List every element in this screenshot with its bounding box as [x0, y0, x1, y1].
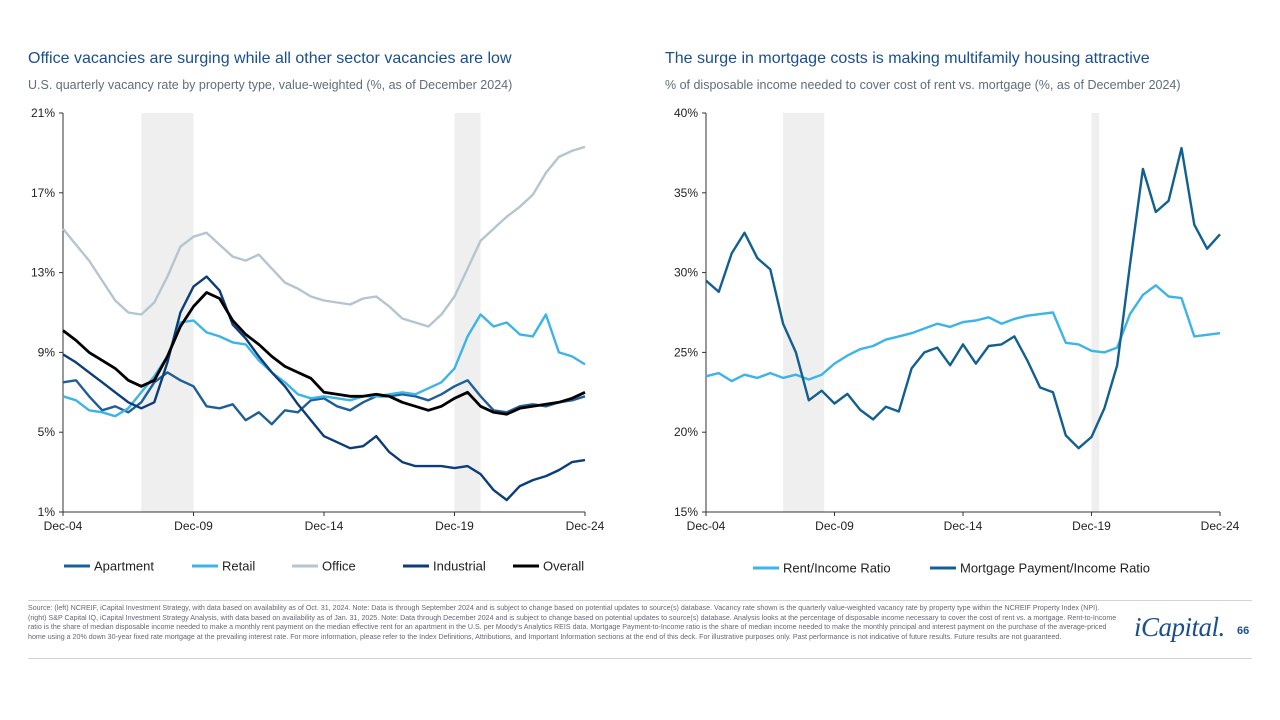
right-chart-subtitle: % of disposable income needed to cover c… [665, 78, 1181, 92]
vacancy-rate-chart: 1% 5% 9% 13% 17% 21% Dec-04 Dec-09 Dec-14 Dec-19 D… [31, 106, 605, 574]
y-tick-label: 1% [38, 505, 56, 519]
x-tick-label: Dec-09 [815, 519, 854, 533]
icapital-logo: iCapital. [1134, 612, 1225, 642]
x-tick-label: Dec-09 [174, 519, 213, 533]
series-line-overall [62, 291, 586, 416]
y-tick-label: 13% [31, 266, 55, 280]
shaded-period-1 [141, 113, 194, 512]
x-tick-label: Dec-24 [1201, 519, 1240, 533]
x-tick-label: Dec-14 [305, 519, 344, 533]
x-tick-label: Dec-14 [944, 519, 983, 533]
legend-label-rent-income-ratio: Rent/Income Ratio [783, 561, 891, 576]
series-line-apartment [62, 371, 586, 426]
series-line-rent-income-ratio [705, 284, 1221, 383]
y-tick-label: 15% [674, 505, 698, 519]
left-chart-subtitle: U.S. quarterly vacancy rate by property … [28, 78, 513, 92]
legend-label-office: Office [322, 559, 356, 574]
source-footnote: Source: (left) NCREIF, iCapital Investme… [28, 604, 1117, 641]
y-tick-label: 9% [38, 345, 56, 359]
page-number: 66 [1237, 625, 1250, 637]
x-tick-label: Dec-04 [687, 519, 726, 533]
y-tick-label: 17% [31, 186, 55, 200]
left-chart-title: Office vacancies are surging while all o… [28, 50, 512, 67]
x-tick-label: Dec-04 [44, 519, 83, 533]
legend-label-overall: Overall [543, 559, 584, 574]
legend-label-mortgage-payment-income-ratio: Mortgage Payment/Income Ratio [960, 561, 1150, 576]
shaded-period-1 [783, 113, 825, 512]
legend-label-retail: Retail [222, 559, 255, 574]
y-tick-label: 25% [674, 345, 698, 359]
y-tick-label: 30% [674, 266, 698, 280]
series-line-industrial [62, 275, 586, 502]
shaded-period-2 [1091, 113, 1100, 512]
right-chart-title: The surge in mortgage costs is making mu… [665, 50, 1150, 67]
footnote-divider-top [28, 600, 1252, 601]
y-tick-label: 20% [674, 425, 698, 439]
y-tick-label: 21% [31, 106, 55, 120]
x-tick-label: Dec-19 [1072, 519, 1111, 533]
y-tick-label: 5% [38, 425, 56, 439]
footnote-divider-bottom [28, 658, 1252, 659]
y-tick-label: 40% [674, 106, 698, 120]
y-tick-label: 35% [674, 186, 698, 200]
legend-label-apartment: Apartment [94, 559, 154, 574]
x-tick-label: Dec-19 [435, 519, 474, 533]
x-tick-label: Dec-24 [566, 519, 605, 533]
rent-vs-mortgage-chart: 15% 20% 25% 30% 35% 40% Dec-04 Dec-09 Dec-14 Dec-… [674, 106, 1240, 576]
series-line-office [62, 145, 586, 328]
series-line-mortgage-payment-income-ratio [705, 146, 1221, 450]
shaded-period-2 [454, 113, 481, 512]
legend-label-industrial: Industrial [433, 559, 486, 574]
